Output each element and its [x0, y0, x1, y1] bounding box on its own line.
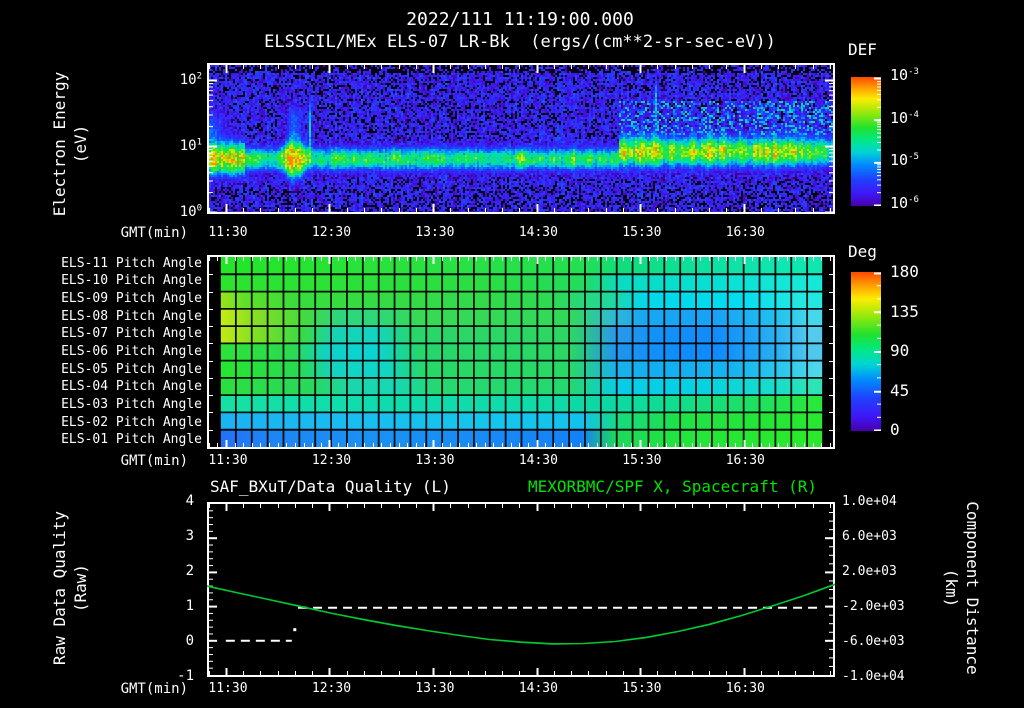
electron-energy-axis-label: Electron Energy (eV)	[49, 54, 91, 234]
left-y-tick-label: 4	[185, 493, 194, 509]
def-colorbar-tick-label: 10-3	[890, 66, 919, 84]
pitch-angle-row-label: ELS-09 Pitch Angle	[61, 291, 202, 307]
right-y-tick-label: -1.0e+04	[842, 669, 905, 684]
axis-label-line: Electron Energy	[50, 71, 69, 217]
gmt-axis-label: GMT(min)	[120, 225, 188, 241]
left-y-tick-label: 3	[185, 528, 194, 544]
x-tick-label: 15:30	[622, 453, 662, 468]
x-tick-label: 14:30	[518, 225, 558, 240]
x-tick-label: 15:30	[622, 681, 662, 696]
def-colorbar-tick-label: 10-5	[890, 151, 919, 170]
gmt-axis-label: GMT(min)	[120, 453, 188, 469]
x-tick-label: 14:30	[518, 681, 558, 696]
axis-label-line: Raw Data Quality	[50, 510, 69, 666]
left-y-tick-label: -1	[177, 668, 194, 684]
x-tick-label: 16:30	[725, 681, 765, 696]
x-tick-label: 13:30	[415, 225, 455, 240]
pitch-angle-row-label: ELS-06 Pitch Angle	[61, 344, 202, 360]
x-tick-label: 13:30	[415, 681, 455, 696]
pitch-angle-row-label: ELS-07 Pitch Angle	[61, 326, 202, 342]
pitch-angle-row-label: ELS-04 Pitch Angle	[61, 379, 202, 395]
axis-label-line: (km)	[942, 568, 961, 608]
y-tick-label: 100	[179, 203, 202, 220]
deg-colorbar	[851, 272, 881, 431]
pitch-angle-row-label: ELS-05 Pitch Angle	[61, 361, 202, 377]
x-tick-label: 16:30	[725, 225, 765, 240]
right-y-tick-label: -2.0e+03	[842, 599, 905, 614]
x-tick-label: 12:30	[311, 225, 352, 240]
pitch-angle-row-label: ELS-03 Pitch Angle	[61, 396, 202, 412]
right-series-title: MEXORBMC/SPF X, Spacecraft (R)	[528, 477, 817, 496]
def-colorbar-title: DEF	[848, 40, 877, 59]
x-tick-label: 16:30	[725, 453, 765, 468]
left-y-tick-label: 0	[185, 633, 194, 649]
component-distance-axis-label: Component Distance (km)	[941, 478, 983, 698]
x-tick-label: 11:30	[208, 453, 248, 468]
left-y-tick-label: 1	[185, 598, 194, 614]
x-tick-label: 15:30	[622, 225, 662, 240]
pitch-angle-canvas	[207, 255, 835, 449]
pitch-angle-row-label: ELS-11 Pitch Angle	[61, 255, 202, 271]
electron-spectrogram-canvas	[207, 63, 835, 214]
x-tick-label: 13:30	[415, 453, 455, 468]
def-colorbar-tick-label: 10-6	[890, 194, 919, 212]
right-y-tick-label: -6.0e+03	[842, 634, 905, 649]
pitch-angle-row-label: ELS-10 Pitch Angle	[61, 273, 202, 289]
pitch-angle-row-label: ELS-02 Pitch Angle	[61, 414, 202, 430]
x-tick-label: 12:30	[311, 681, 352, 696]
deg-colorbar-tick-label: 0	[890, 420, 900, 439]
x-tick-label: 14:30	[518, 453, 558, 468]
y-tick-label: 101	[179, 137, 202, 154]
pitch-angle-row-label: ELS-08 Pitch Angle	[61, 308, 202, 324]
deg-colorbar-tick-label: 45	[890, 380, 910, 400]
axis-label-line: Component Distance	[963, 501, 982, 675]
raw-data-quality-axis-label: Raw Data Quality (Raw)	[49, 498, 91, 678]
left-y-tick-label: 2	[185, 563, 194, 579]
left-series-title: SAF_BXuT/Data Quality (L)	[210, 477, 451, 496]
x-tick-label: 11:30	[208, 681, 248, 696]
axis-label-line: (eV)	[71, 124, 90, 164]
y-tick-label: 102	[179, 71, 202, 89]
observation-timestamp: 2022/111 11:19:00.000	[406, 9, 634, 30]
x-tick-label: 12:30	[311, 453, 352, 468]
deg-colorbar-tick-label: 90	[890, 341, 910, 360]
def-colorbar-tick-label: 10-4	[890, 108, 919, 127]
plot-title: ELSSCIL/MEx ELS-07 LR-Bk (ergs/(cm**2-sr…	[264, 32, 776, 52]
gmt-axis-label: GMT(min)	[120, 681, 188, 697]
deg-colorbar-tick-label: 135	[890, 301, 919, 321]
right-y-tick-label: 1.0e+04	[842, 494, 897, 509]
x-tick-label: 11:30	[208, 225, 248, 240]
pitch-angle-row-label: ELS-01 Pitch Angle	[61, 432, 202, 448]
right-y-tick-label: 6.0e+03	[842, 529, 897, 544]
deg-colorbar-tick-label: 180	[890, 262, 919, 281]
axis-label-line: (Raw)	[71, 563, 90, 613]
quality-distance-canvas	[207, 502, 835, 677]
def-colorbar	[851, 77, 881, 206]
deg-colorbar-title: Deg	[848, 242, 877, 261]
right-y-tick-label: 2.0e+03	[842, 564, 897, 579]
